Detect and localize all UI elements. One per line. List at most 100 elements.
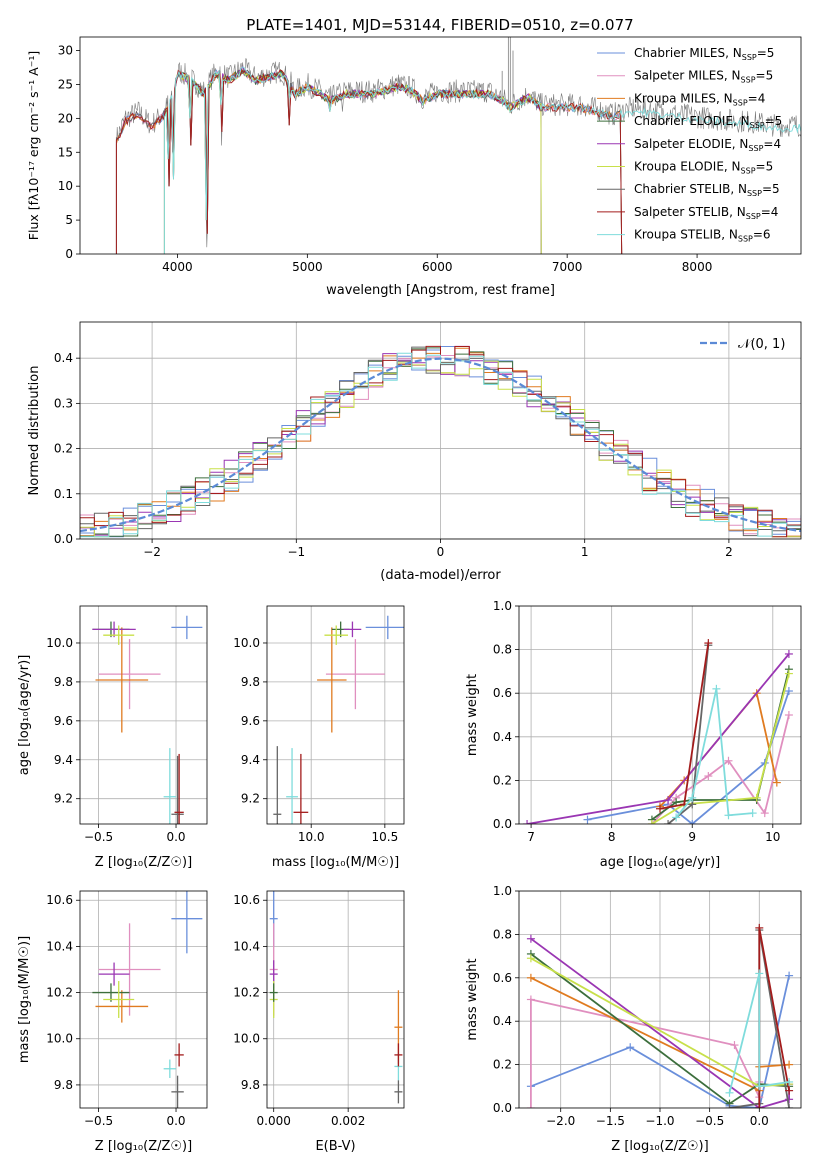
model-line-gray: [115, 69, 623, 254]
tick-label-y: 5: [65, 213, 73, 227]
tick-label-x: 5000: [292, 260, 323, 274]
axes-frame: [266, 890, 405, 1109]
tick-label-y: 1.0: [493, 884, 512, 898]
legend-subscript: SSP: [741, 76, 756, 85]
series-line-cyan: [728, 973, 790, 1094]
y-axis-label: age [log₁₀(age/yr)]: [17, 655, 32, 776]
tick-label-x: 4000: [162, 260, 193, 274]
tick-label-y: 0.2: [493, 773, 512, 787]
tick-label-y: 10.0: [233, 1032, 260, 1046]
tick-label-y: 9.6: [241, 714, 260, 728]
tick-label-y: 0.0: [493, 1101, 512, 1115]
tick-label-y: 0.2: [54, 442, 73, 456]
chart-age-vs-z: −0.5 0.0 9.2 9.4 9.6 9.8 10.0 Z [log₁₀(Z/Z☉)] ag…: [17, 605, 208, 870]
legend-subscript: SSP: [747, 189, 762, 198]
tick-label-y: 0: [65, 247, 73, 261]
legend-value: =4: [763, 137, 781, 151]
tick-label-y: 0.3: [54, 396, 73, 410]
axes-frame: [79, 321, 802, 540]
y-axis-label: mass weight: [465, 674, 480, 756]
series-line-gray: [667, 645, 710, 824]
tick-label-x: 8000: [682, 260, 713, 274]
tick-label-x: −1.5: [596, 1114, 625, 1128]
tick-label-x: 10.5: [371, 830, 398, 844]
plot-area: [115, 37, 801, 254]
tick-label-y: 0.4: [54, 351, 73, 365]
tick-label-y: 9.4: [241, 753, 260, 767]
legend-value: =5: [762, 182, 780, 196]
tick-label-x: 9: [688, 830, 696, 844]
legend-subscript: SSP: [738, 235, 753, 244]
tick-label-y: 0.8: [493, 643, 512, 657]
axes-frame: [518, 605, 802, 825]
tick-label-x: 0.0: [750, 1114, 769, 1128]
tick-label-x: 7000: [552, 260, 583, 274]
axes-frame: [266, 605, 405, 825]
histogram-cyan: [80, 352, 801, 538]
chart-mass-vs-ebv: 0.000 0.002 9.8 10.0 10.2 10.4 10.6 E(B-V): [233, 890, 405, 1154]
tick-label-y: 9.2: [241, 792, 260, 806]
tick-label-y: 9.2: [54, 792, 73, 806]
tick-label-y: 9.6: [54, 714, 73, 728]
legend-value: =4: [761, 205, 779, 219]
tick-label-x: 0.002: [331, 1114, 365, 1128]
legend-subscript: SSP: [733, 98, 748, 107]
model-line-darkred: [115, 69, 623, 254]
legend-entry-gray: Chabrier STELIB, NSSP=5: [634, 182, 780, 198]
x-axis-label: (data-model)/error: [380, 568, 501, 583]
tick-label-x: −0.5: [84, 1114, 113, 1128]
tick-label-x: 1: [581, 545, 589, 559]
chart-mass-vs-z: −0.5 0.0 9.8 10.0 10.2 10.4 10.6 Z [log₁₀(Z/Z☉)…: [17, 890, 208, 1154]
legend-entry-lime: Kroupa ELODIE, NSSP=5: [634, 160, 773, 176]
axes-frame: [79, 36, 802, 255]
tick-label-y: 10.6: [46, 893, 73, 907]
tick-label-y: 15: [58, 145, 73, 159]
tick-label-x: −1: [287, 545, 305, 559]
x-axis-label: mass [log₁₀(M/M☉)]: [272, 855, 399, 870]
legend-entry-cyan: Kroupa STELIB, NSSP=6: [634, 228, 771, 244]
legend-entry-purple: Salpeter ELODIE, NSSP=4: [634, 137, 781, 153]
tick-label-y: 10.4: [233, 939, 260, 953]
legend-value: =5: [756, 69, 774, 83]
plot-area: [519, 891, 801, 1108]
y-axis-label: mass [log₁₀(M/M☉)]: [17, 936, 32, 1063]
tick-label-y: 25: [58, 77, 73, 91]
tick-label-y: 10.2: [46, 986, 73, 1000]
tick-label-y: 10: [58, 179, 73, 193]
tick-label-y: 10.6: [233, 893, 260, 907]
y-axis-label: Normed distribution: [27, 366, 42, 496]
tick-label-x: −2.0: [546, 1114, 575, 1128]
tick-label-x: 10.0: [298, 830, 325, 844]
tick-label-x: −2: [143, 545, 161, 559]
tick-label-x: −0.5: [84, 830, 113, 844]
legend-subscript: SSP: [746, 212, 761, 221]
legend-value: =6: [753, 228, 771, 242]
x-axis-label: Z [log₁₀(Z/Z☉)]: [95, 1139, 192, 1154]
axes-frame: [79, 890, 208, 1109]
legend-value: =4: [748, 91, 766, 105]
plot-area: [80, 891, 207, 1108]
chart-spectrum: 4000 5000 6000 7000 8000 0 5 10 15 20 25 30 waveleng…: [26, 36, 802, 298]
tick-label-x: −0.5: [695, 1114, 724, 1128]
tick-label-y: 0.1: [54, 487, 73, 501]
tick-label-x: 0: [437, 545, 445, 559]
legend-entry-cornflower: Chabrier MILES, NSSP=5: [634, 46, 774, 62]
plot-area: [267, 606, 404, 824]
legend-entry-darkred: Salpeter STELIB, NSSP=4: [634, 205, 778, 221]
tick-label-y: 9.8: [241, 1078, 260, 1092]
tick-label-y: 1.0: [493, 599, 512, 613]
series-line-lime: [651, 673, 790, 824]
tick-label-x: 0.0: [166, 830, 185, 844]
tick-label-y: 0.2: [493, 1058, 512, 1072]
axes-frame: [79, 605, 208, 825]
normal-curve: [80, 357, 801, 533]
tick-label-y: 9.8: [54, 675, 73, 689]
figure-title: PLATE=1401, MJD=53144, FIBERID=0510, z=0…: [246, 16, 633, 34]
tick-label-y: 9.8: [241, 675, 260, 689]
chart-residual-histogram: −2 −1 0 1 2 0.0 0.1 0.2 0.3 0.4 (data-model)/error…: [27, 321, 802, 583]
x-axis-label: wavelength [Angstrom, rest frame]: [326, 283, 555, 298]
axes-frame: [518, 890, 802, 1109]
tick-label-y: 20: [58, 111, 73, 125]
plot-area: [519, 606, 801, 824]
legend-entry-orange: Kroupa MILES, NSSP=4: [634, 91, 765, 107]
